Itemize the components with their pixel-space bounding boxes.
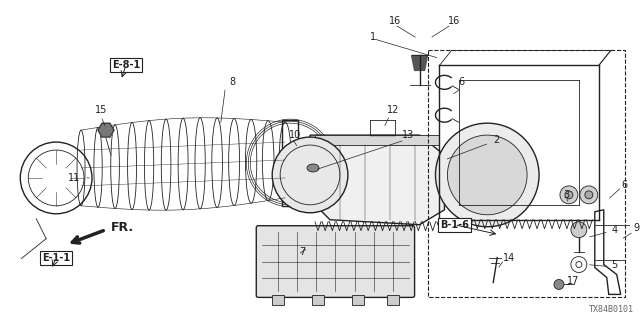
Circle shape [447,135,527,215]
Text: 12: 12 [387,105,399,115]
Circle shape [560,186,578,204]
Circle shape [272,137,348,213]
FancyBboxPatch shape [256,226,415,297]
Text: TX84B0101: TX84B0101 [589,305,634,314]
Circle shape [565,191,573,199]
Bar [352,295,364,305]
Text: 6: 6 [621,180,628,190]
Text: FR.: FR. [111,221,134,234]
Text: E-8-1: E-8-1 [112,60,140,70]
Text: 6: 6 [458,77,465,87]
Text: 13: 13 [401,130,413,140]
Bar [428,51,625,297]
Text: 8: 8 [229,77,236,87]
Ellipse shape [307,164,319,172]
Text: 7: 7 [299,247,305,257]
Text: E-1-1: E-1-1 [42,252,70,263]
Polygon shape [412,55,428,70]
Bar [312,295,324,305]
Circle shape [435,123,539,227]
Text: B-1-6: B-1-6 [440,220,469,230]
Text: 17: 17 [566,276,579,286]
Text: 4: 4 [612,225,618,235]
Bar [282,120,298,206]
Text: 16: 16 [448,16,461,26]
Text: 16: 16 [388,16,401,26]
Text: 15: 15 [95,105,107,115]
Circle shape [580,186,598,204]
Circle shape [554,279,564,289]
Polygon shape [98,123,114,137]
Text: 9: 9 [634,223,640,233]
Text: 14: 14 [503,252,515,263]
Text: 11: 11 [68,173,80,183]
Text: 5: 5 [612,260,618,269]
Text: 3: 3 [563,190,569,200]
Text: 10: 10 [289,130,301,140]
Polygon shape [310,135,444,225]
Circle shape [585,191,593,199]
Text: 2: 2 [493,135,499,145]
Text: 1: 1 [370,32,376,42]
Polygon shape [315,135,440,145]
Bar [387,295,399,305]
Bar [272,295,284,305]
Circle shape [571,222,587,238]
